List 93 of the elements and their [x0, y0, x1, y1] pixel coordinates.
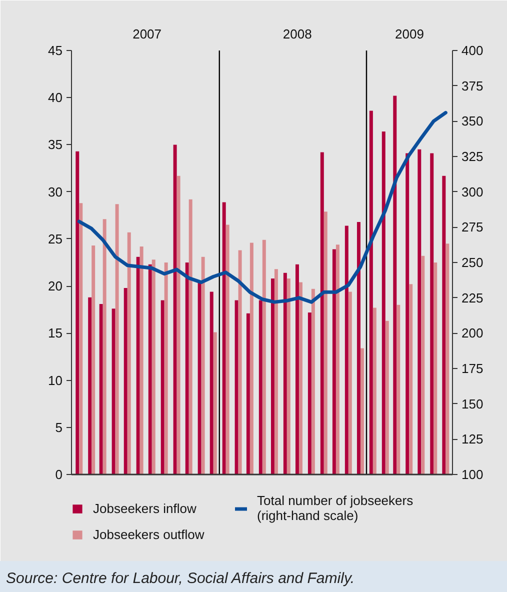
bar: [152, 260, 156, 474]
bar: [112, 308, 116, 474]
bar: [283, 272, 287, 474]
bar: [308, 312, 312, 474]
x-tick-label: 2008: [282, 26, 312, 42]
bar: [385, 320, 389, 474]
bar: [99, 304, 103, 474]
bar: [188, 199, 192, 474]
bar: [226, 224, 230, 474]
y-tick-label: 10: [48, 372, 63, 388]
bar: [148, 264, 152, 474]
y-tick-label: 40: [48, 90, 63, 106]
bar: [298, 282, 302, 474]
x-tick-label: 2007: [132, 26, 162, 42]
bar: [173, 144, 177, 474]
bar: [160, 300, 164, 474]
y2-tick-label: 350: [462, 114, 484, 129]
bar: [140, 246, 144, 474]
bar: [234, 300, 238, 474]
bar: [430, 153, 434, 474]
y2-tick-label: 275: [462, 220, 484, 235]
bar: [311, 288, 315, 474]
bar: [164, 262, 168, 474]
bar: [369, 110, 373, 474]
bar: [348, 292, 352, 474]
bar: [295, 264, 299, 474]
bar: [393, 96, 397, 474]
bar: [262, 240, 266, 474]
y2-tick-label: 225: [462, 290, 484, 306]
bar: [446, 244, 450, 474]
bar: [372, 308, 376, 474]
bar: [320, 152, 324, 474]
bar: [246, 313, 250, 474]
y-tick-label: 0: [55, 467, 63, 482]
y2-tick-label: 325: [462, 149, 484, 164]
bar: [127, 232, 131, 474]
y2-tick-label: 200: [462, 326, 484, 341]
bar: [88, 297, 92, 474]
y-tick-label: 15: [48, 326, 63, 341]
bar: [76, 151, 80, 474]
bar: [274, 269, 278, 474]
bar: [344, 226, 348, 474]
bar: [396, 304, 400, 474]
bar: [102, 219, 106, 474]
bar: [421, 256, 425, 474]
bar: [286, 278, 290, 474]
bar: [250, 242, 254, 474]
bar: [409, 284, 413, 474]
bar: [418, 149, 422, 474]
x-tick-label: 2009: [395, 26, 424, 42]
bar: [213, 332, 217, 474]
bar: [79, 203, 83, 474]
y2-tick-label: 175: [462, 361, 484, 376]
bar: [270, 278, 274, 474]
y2-tick-label: 100: [462, 467, 484, 482]
bar: [258, 300, 262, 474]
bar: [185, 262, 189, 474]
y2-tick-label: 125: [462, 432, 484, 447]
bar: [198, 281, 202, 474]
bar: [406, 153, 410, 474]
y-tick-label: 30: [48, 184, 63, 200]
bar: [201, 256, 205, 474]
y-tick-label: 35: [48, 137, 63, 152]
bar: [136, 256, 140, 474]
y-tick-label: 20: [48, 278, 63, 294]
bar: [356, 222, 360, 474]
source-note: Source: Centre for Labour, Social Affairs and Family.: [6, 569, 354, 589]
bar: [382, 132, 386, 474]
legend-label: Jobseekers outflow: [93, 526, 206, 544]
bar: [210, 292, 214, 474]
bar: [124, 288, 128, 474]
bar: [222, 202, 226, 474]
y-tick-label: 45: [48, 43, 63, 58]
bar: [176, 176, 180, 474]
y2-tick-label: 375: [462, 78, 484, 94]
legend-label: Jobseekers inflow: [93, 500, 198, 518]
y2-tick-label: 150: [462, 396, 484, 412]
y-tick-label: 25: [48, 231, 63, 246]
bar: [336, 244, 340, 474]
bar: [115, 204, 119, 474]
y2-tick-label: 400: [462, 43, 484, 58]
bar: [238, 250, 242, 474]
bar: [434, 262, 438, 474]
bar: [92, 246, 96, 474]
y-tick-label: 5: [55, 420, 63, 435]
line-series: [77, 110, 448, 304]
bar: [324, 212, 328, 474]
y2-tick-label: 250: [462, 255, 484, 270]
legend-label: Total number of jobseekers (right-hand scale): [257, 493, 414, 523]
bar: [360, 348, 364, 474]
y2-tick-label: 300: [462, 184, 484, 200]
bar: [442, 176, 446, 474]
bar: [332, 249, 336, 474]
